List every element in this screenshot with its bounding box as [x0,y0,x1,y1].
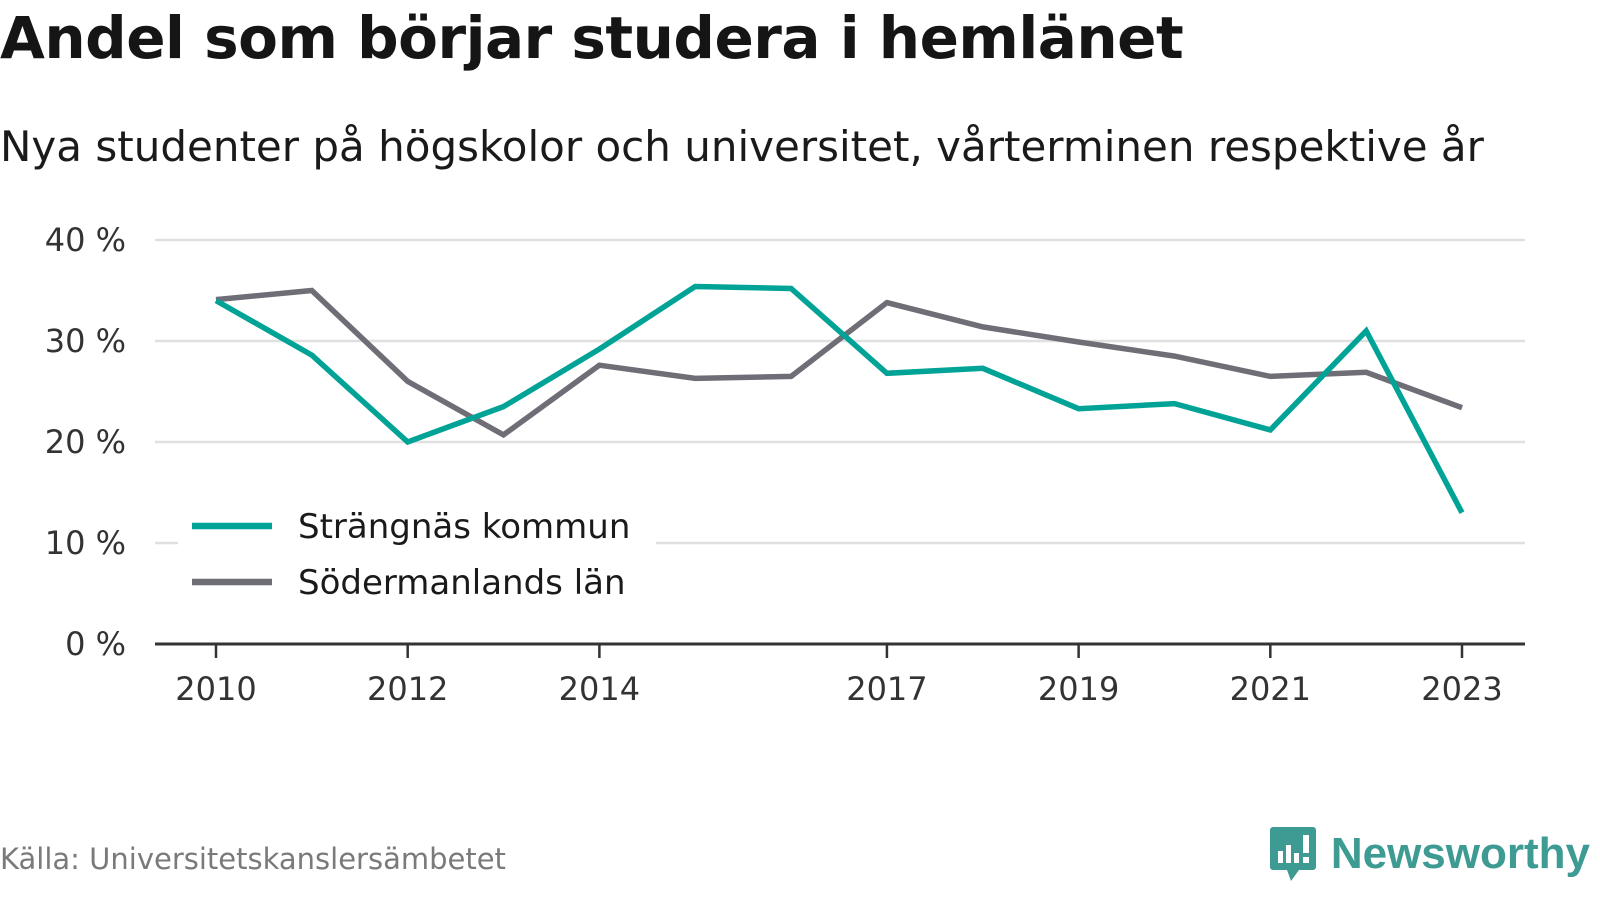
x-tick-label: 2021 [1230,670,1311,708]
x-tick-label: 2014 [559,670,640,708]
x-tick-label: 2019 [1038,670,1119,708]
series-lines [214,283,1465,514]
legend: Strängnäs kommun Södermanlands län [178,500,656,612]
y-tick-label: 10 % [45,524,126,562]
source-note: Källa: Universitetskanslersämbetet [0,842,506,876]
brand-name: Newsworthy [1330,829,1590,878]
x-axis: 2010 2012 2014 2017 2019 2021 2023 [155,642,1525,708]
x-tick-label: 2017 [846,670,927,708]
x-tick-label: 2010 [175,670,256,708]
y-tick-label: 30 % [45,322,126,360]
y-tick-label: 40 % [45,221,126,259]
series-line-sodermanland [215,287,1463,439]
newsworthy-logo-icon [1269,827,1316,881]
y-tick-label: 20 % [45,423,126,461]
brand-logo[interactable]: Newsworthy [1269,822,1590,886]
chart-title: Andel som börjar studera i hemlänet [0,4,1184,72]
chart-subtitle: Nya studenter på högskolor och universit… [0,122,1484,171]
legend-label: Södermanlands län [298,563,626,603]
x-tick-label: 2012 [367,670,448,708]
x-tick-label: 2023 [1421,670,1502,708]
legend-label: Strängnäs kommun [298,507,630,547]
series-line-strangnas [214,283,1465,514]
legend-background [178,500,656,612]
y-tick-label: 0 % [65,625,126,663]
